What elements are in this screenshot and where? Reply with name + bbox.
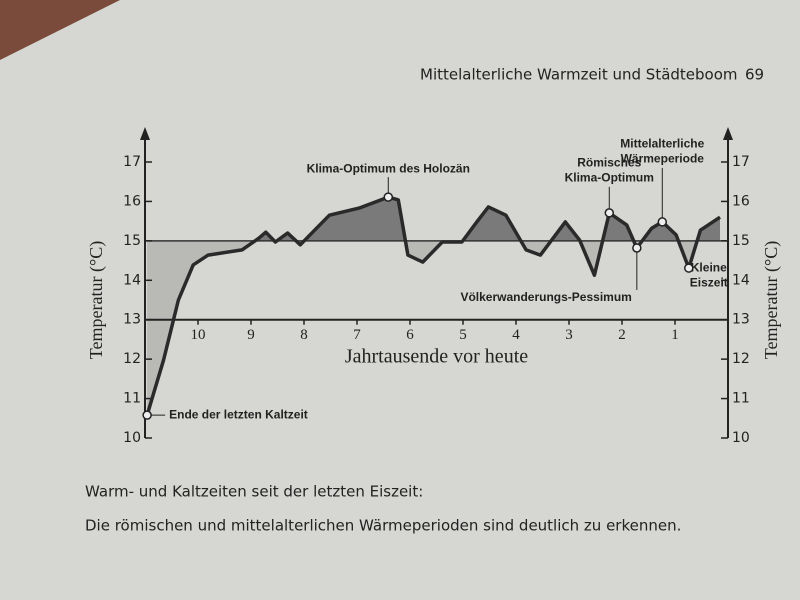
area-above: [147, 197, 721, 241]
y2-tick-label: 14: [732, 272, 750, 288]
annotation-label: Kleine: [691, 261, 727, 275]
caption-line: Die römischen und mittelalterlichen Wärm…: [85, 517, 681, 535]
y-tick-label: 10: [123, 430, 141, 446]
x-tick-label: 4: [512, 327, 520, 343]
x-tick-label: 10: [191, 327, 206, 343]
y-tick-label: 12: [123, 351, 141, 367]
y2-axis-arrow: [723, 127, 733, 140]
annotation-marker: [632, 243, 642, 253]
x-tick-label: 5: [459, 327, 467, 343]
x-axis-label: Jahrtausende vor heute: [345, 345, 528, 367]
annotation-marker: [142, 410, 152, 420]
annotation-marker: [383, 192, 394, 202]
y-tick-label: 17: [123, 154, 141, 170]
annotation-label: Klima-Optimum des Holozän: [307, 161, 470, 175]
annotation-label: Eiszeit: [690, 276, 728, 290]
y2-tick-label: 15: [732, 233, 750, 249]
x-tick-label: 2: [618, 327, 626, 343]
y-tick-label: 13: [123, 312, 141, 328]
y2-axis-label: Temperatur (°C): [761, 241, 782, 359]
y-tick-label: 15: [123, 233, 141, 249]
y-tick-label: 16: [123, 193, 141, 209]
chart: 10 9 8 7 6 5 4 3 2 1 Jahrtausende vor heute 10 11 12 1…: [86, 127, 782, 446]
annotation-marker: [657, 217, 668, 227]
x-tick-label: 8: [300, 327, 308, 343]
y-tick-label: 14: [123, 272, 141, 288]
annotation-label: Ende der letzten Kaltzeit: [169, 407, 308, 421]
y2-tick-label: 16: [732, 193, 750, 209]
y2-tick-label: 12: [732, 351, 750, 367]
x-tick-label: 1: [671, 327, 679, 343]
annotation-label: Römisches: [577, 156, 641, 170]
x-tick-label: 6: [406, 327, 414, 343]
y2-tick-label: 10: [732, 430, 750, 446]
y-tick-label: 11: [123, 391, 141, 407]
x-tick-label: 7: [353, 327, 361, 343]
page-number: 69: [745, 66, 764, 84]
annotation-marker: [604, 208, 615, 218]
running-header: Mittelalterliche Warmzeit und Städteboom: [420, 66, 738, 84]
y-axis-arrow: [140, 127, 150, 140]
y2-tick-label: 11: [732, 391, 750, 407]
y-axis-label: Temperatur (°C): [86, 241, 107, 359]
y2-tick-label: 13: [732, 312, 750, 328]
y2-tick-label: 17: [732, 154, 750, 170]
annotation-label: Klima-Optimum: [565, 171, 654, 185]
annotation-label: Wärmeperiode: [621, 152, 705, 166]
background-corner: [0, 0, 120, 60]
annotation-label: Mittelalterliche: [620, 137, 704, 151]
annotation-marker: [684, 263, 694, 273]
annotation-label: Völkerwanderungs-Pessimum: [460, 290, 631, 304]
x-tick-label: 3: [565, 327, 573, 343]
x-tick-label: 9: [247, 327, 255, 343]
caption-line: Warm- und Kaltzeiten seit der letzten Ei…: [85, 483, 423, 501]
